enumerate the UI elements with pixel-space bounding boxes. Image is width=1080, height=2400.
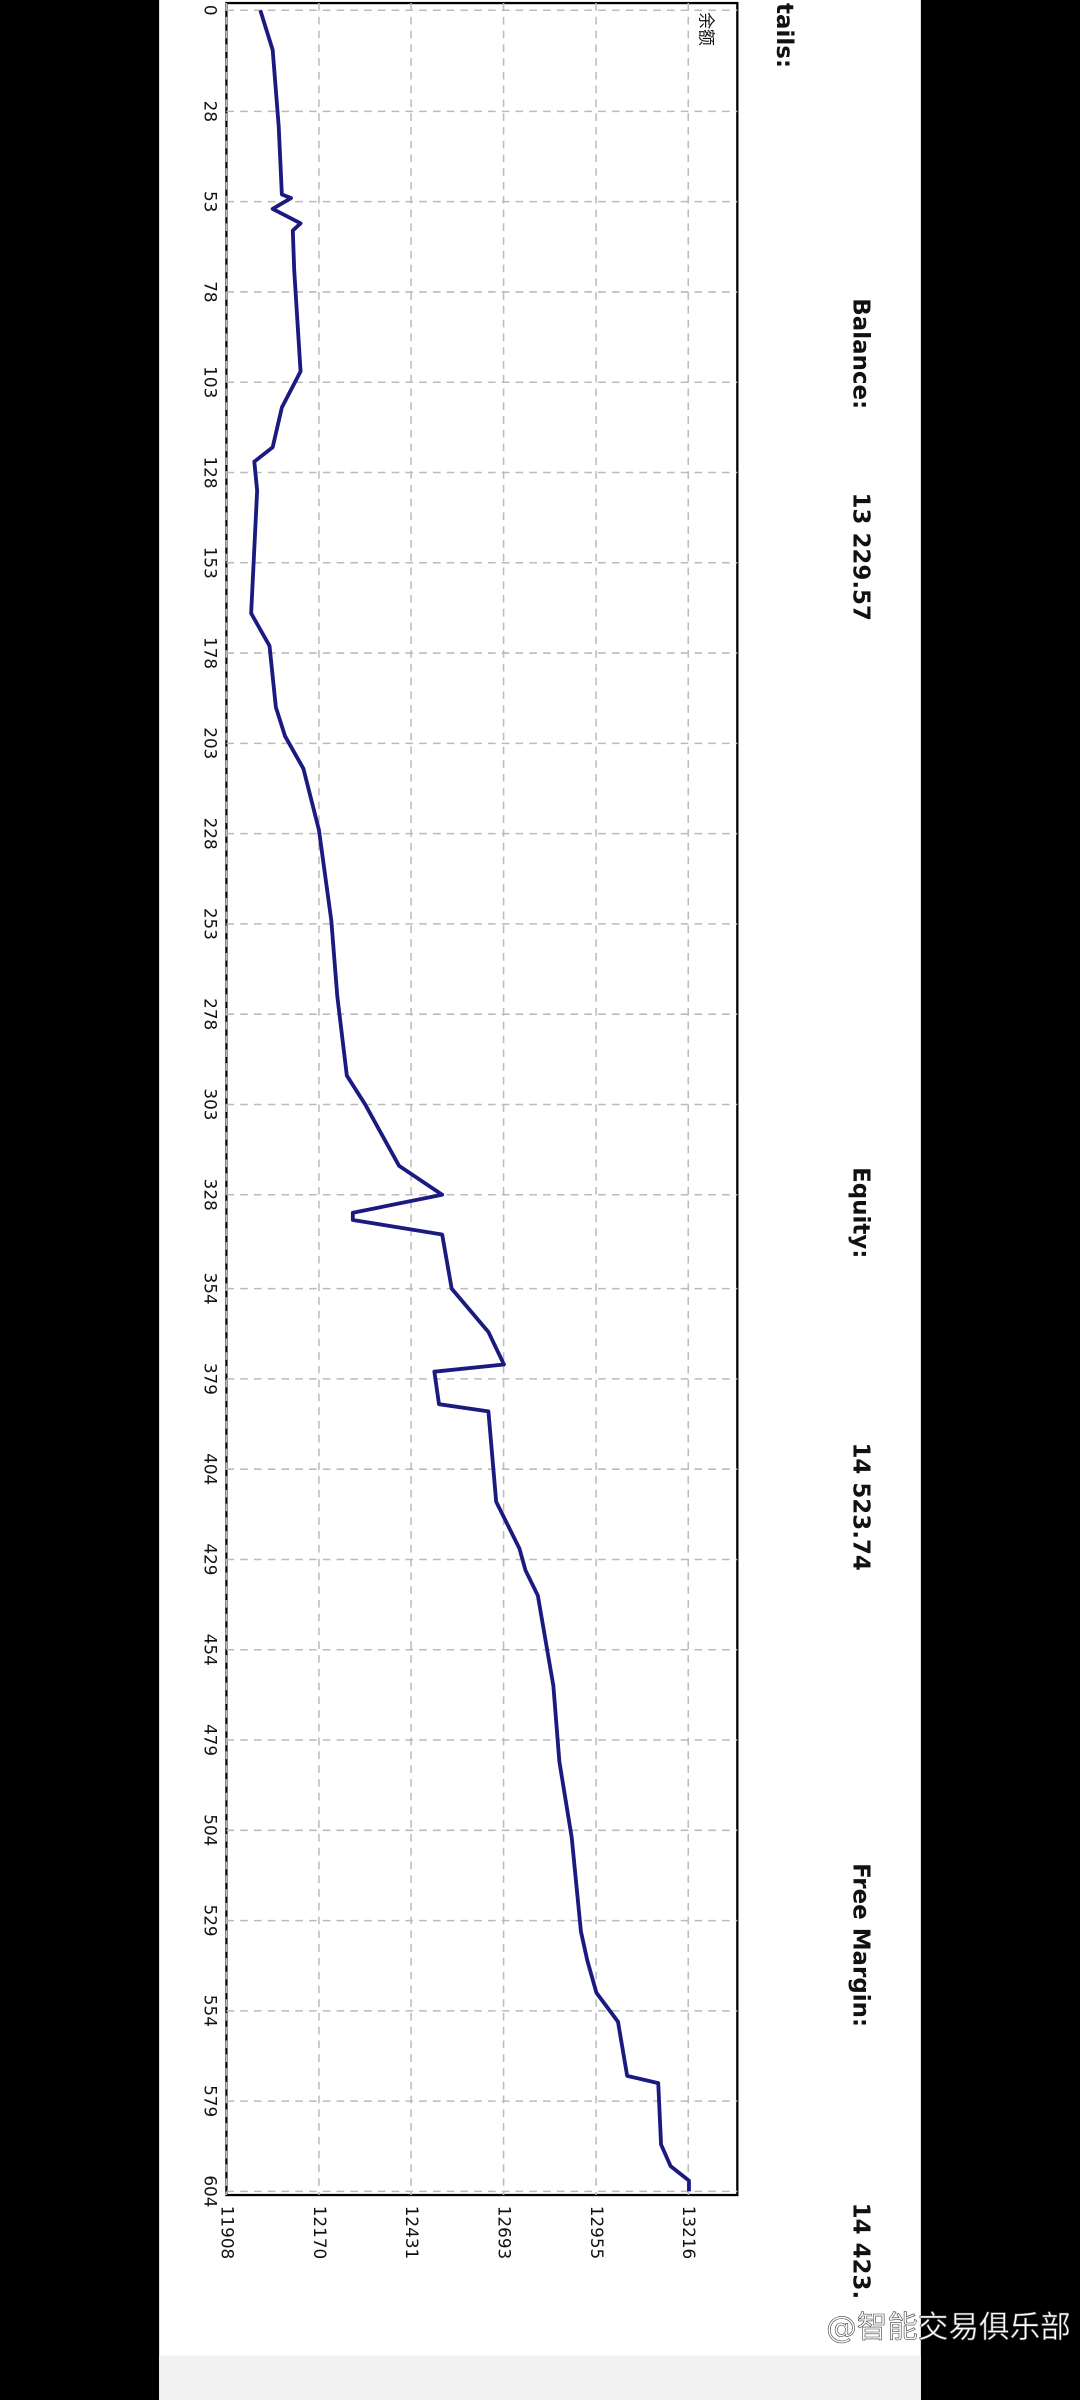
x-tick-label: 303 [201, 1088, 221, 1120]
x-tick-label: 579 [201, 2085, 221, 2117]
x-tick-label: 429 [201, 1543, 221, 1575]
y-tick-label: 13216 [679, 2206, 699, 2259]
x-tick-label: 354 [201, 1273, 221, 1305]
y-tick-label: 12955 [587, 2206, 607, 2259]
balance-value: 13 229.57 [848, 493, 874, 621]
y-tick-label: 11908 [217, 2206, 237, 2259]
x-tick-label: 53 [201, 191, 221, 212]
x-tick-label: 178 [201, 637, 221, 669]
x-tick-label: 0 [201, 5, 221, 16]
free-margin-label: Free Margin: [848, 1863, 874, 2027]
x-tick-label: 253 [201, 908, 221, 940]
x-tick-label: 479 [201, 1724, 221, 1756]
x-tick-label: 504 [201, 1814, 221, 1846]
free-margin-value: 14 423. [848, 2203, 874, 2300]
y-tick-label: 12693 [495, 2206, 515, 2259]
plot-area [225, 1, 739, 2197]
balance-line [249, 9, 691, 2192]
x-tick-label: 153 [201, 547, 221, 579]
y-tick-label: 12170 [310, 2206, 330, 2259]
grid: 0 28 53 78 103 128 153 178 203 228 253 278 303 328 354… [201, 3, 738, 2259]
x-tick-label: 328 [201, 1179, 221, 1211]
y-tick-label: 12431 [402, 2206, 422, 2259]
x-tick-label: 529 [201, 1905, 221, 1937]
x-tick-label: 278 [201, 998, 221, 1030]
balance-label: Balance: [848, 298, 874, 409]
legend-label: 余额 [697, 12, 717, 46]
x-tick-label: 228 [201, 818, 221, 850]
marks [249, 9, 691, 2192]
x-tick-label: 554 [201, 1995, 221, 2027]
x-tick-label: 604 [201, 2175, 221, 2207]
x-tick-label: 404 [201, 1453, 221, 1485]
watermark: @智能交易俱乐部 [826, 2310, 1071, 2345]
equity-label: Equity: [848, 1167, 874, 1258]
x-tick-label: 28 [201, 101, 221, 122]
equity-value: 14 523.74 [848, 1442, 874, 1570]
x-tick-label: 454 [201, 1634, 221, 1666]
x-tick-label: 379 [201, 1363, 221, 1395]
x-tick-label: 103 [201, 366, 221, 398]
x-tick-label: 78 [201, 281, 221, 302]
x-tick-label: 128 [201, 456, 221, 488]
footer [159, 2355, 921, 2400]
x-tick-label: 203 [201, 727, 221, 759]
header: tails: [771, 3, 797, 68]
